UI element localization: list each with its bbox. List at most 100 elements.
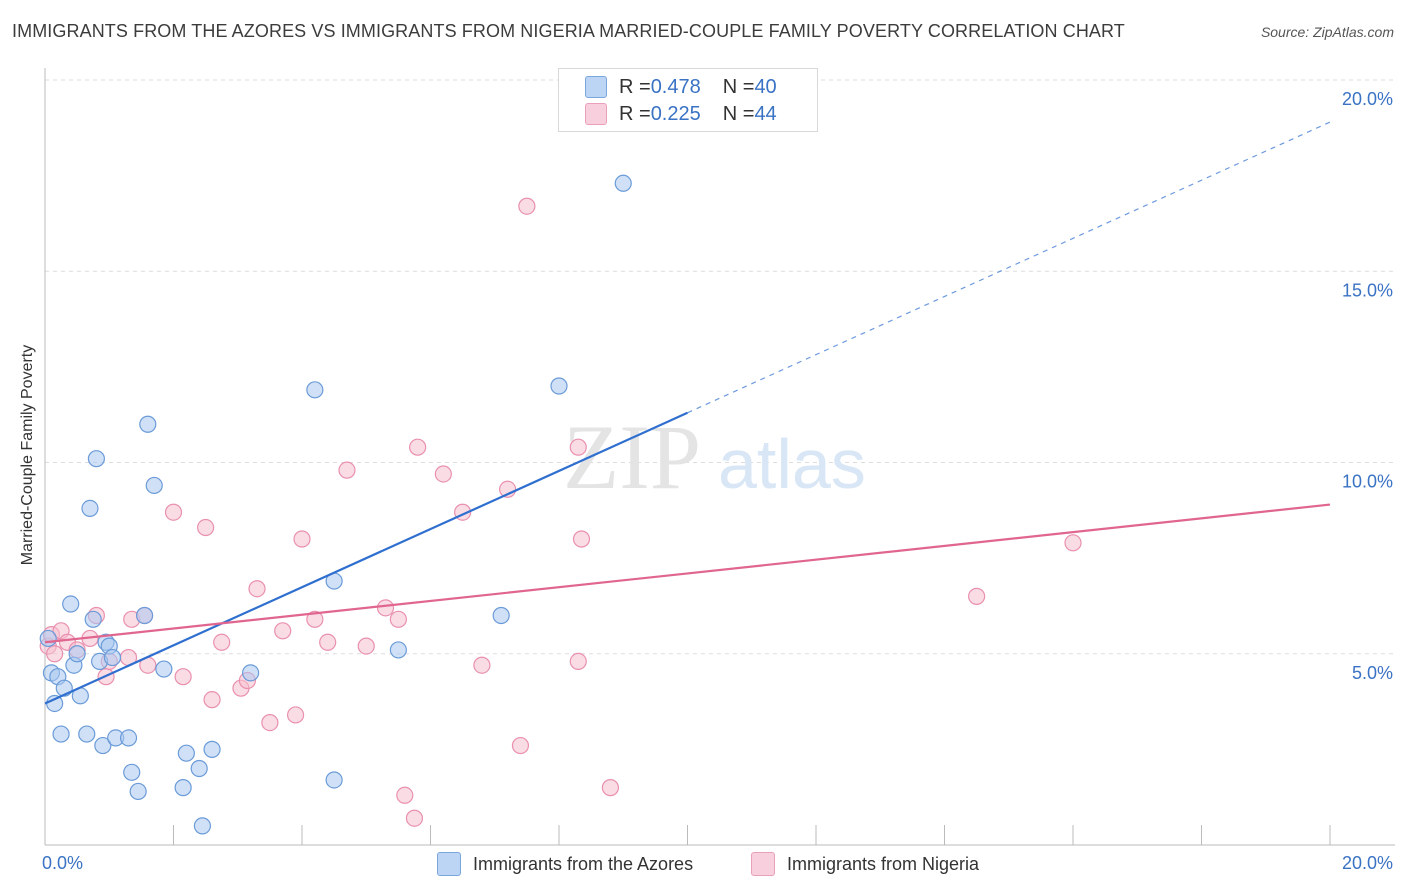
azores-point bbox=[62, 595, 80, 613]
azores-point bbox=[174, 779, 192, 797]
y-tick-label: 20.0% bbox=[1342, 89, 1393, 109]
nigeria-point bbox=[572, 530, 591, 548]
correlation-legend: R = 0.478 N = 40 R = 0.225 N = 44 bbox=[558, 68, 818, 132]
nigeria-point bbox=[203, 691, 221, 709]
data-points bbox=[39, 174, 1082, 835]
nigeria-point bbox=[357, 637, 375, 655]
azores-point bbox=[39, 629, 57, 648]
azores-point bbox=[492, 606, 510, 625]
x-tick-label-max: 20.0% bbox=[1342, 853, 1393, 873]
nigeria-point bbox=[274, 622, 292, 640]
legend-row-azores: R = 0.478 N = 40 bbox=[585, 74, 777, 100]
bottom-legend-nigeria-label: Immigrants from Nigeria bbox=[787, 853, 980, 874]
azores-point bbox=[52, 725, 70, 743]
legend-azores-r-value: 0.478 bbox=[650, 75, 701, 98]
azores-point bbox=[129, 782, 147, 801]
nigeria-swatch bbox=[585, 103, 607, 125]
nigeria-point bbox=[389, 610, 407, 628]
bottom-legend-azores: Immigrants from the Azores bbox=[437, 852, 693, 876]
azores-point bbox=[614, 174, 632, 192]
azores-point bbox=[68, 645, 86, 663]
axes bbox=[44, 68, 1395, 846]
legend-nigeria-n-value: 44 bbox=[754, 102, 777, 125]
legend-nigeria-r-label: R = bbox=[619, 102, 651, 125]
nigeria-point bbox=[213, 633, 231, 651]
bottom-legend-azores-label: Immigrants from the Azores bbox=[473, 853, 694, 874]
azores-point bbox=[177, 744, 195, 762]
nigeria-point bbox=[511, 736, 530, 755]
bottom-legend-nigeria: Immigrants from Nigeria bbox=[751, 852, 979, 876]
nigeria-point bbox=[409, 438, 427, 456]
azores-trend-line bbox=[44, 411, 688, 705]
azores-point bbox=[190, 759, 208, 778]
nigeria-point bbox=[293, 530, 311, 548]
nigeria-point bbox=[46, 645, 64, 663]
nigeria-point bbox=[569, 652, 587, 671]
y-tick-label: 15.0% bbox=[1342, 280, 1393, 300]
azores-point bbox=[389, 641, 407, 659]
azores-point bbox=[139, 415, 157, 433]
watermark-zip: ZIP bbox=[563, 406, 701, 508]
azores-trend-extension bbox=[687, 121, 1331, 414]
watermark-atlas: atlas bbox=[718, 425, 866, 503]
nigeria-point bbox=[164, 503, 183, 521]
nigeria-point bbox=[197, 518, 215, 537]
nigeria-point bbox=[518, 197, 536, 215]
azores-point bbox=[87, 450, 106, 468]
nigeria-point bbox=[569, 438, 587, 456]
y-tick-label: 10.0% bbox=[1342, 472, 1393, 492]
bottom-nigeria-swatch bbox=[751, 852, 775, 876]
nigeria-point bbox=[405, 809, 424, 827]
azores-point bbox=[203, 740, 221, 758]
nigeria-point bbox=[1064, 534, 1082, 552]
nigeria-trend-line bbox=[44, 503, 1331, 644]
azores-point bbox=[193, 817, 212, 835]
nigeria-point bbox=[968, 587, 986, 605]
legend-azores-n-label: N = bbox=[722, 75, 755, 98]
y-tick-label: 5.0% bbox=[1352, 663, 1393, 683]
watermark: ZIP atlas bbox=[563, 406, 866, 508]
azores-point bbox=[94, 736, 112, 755]
nigeria-point bbox=[174, 668, 192, 686]
legend-row-nigeria: R = 0.225 N = 44 bbox=[585, 101, 777, 127]
azores-swatch bbox=[585, 76, 607, 98]
tick-labels: 5.0% 10.0% 15.0% 20.0% 0.0% 20.0% bbox=[42, 89, 1393, 873]
azores-point bbox=[103, 648, 122, 667]
nigeria-point bbox=[601, 779, 620, 797]
x-tick-label-min: 0.0% bbox=[42, 853, 83, 873]
azores-point bbox=[135, 606, 154, 625]
legend-azores-r-label: R = bbox=[619, 75, 651, 98]
azores-point bbox=[84, 610, 102, 628]
nigeria-point bbox=[473, 656, 491, 674]
nigeria-point bbox=[376, 599, 395, 617]
azores-point bbox=[123, 763, 141, 781]
nigeria-point bbox=[286, 706, 305, 724]
azores-point bbox=[155, 660, 173, 678]
nigeria-point bbox=[261, 713, 279, 732]
nigeria-point bbox=[338, 461, 356, 479]
azores-point bbox=[242, 664, 260, 682]
bottom-azores-swatch bbox=[437, 852, 461, 876]
nigeria-point bbox=[319, 633, 337, 651]
legend-nigeria-n-label: N = bbox=[722, 102, 755, 125]
y-axis-label: Married-Couple Family Poverty bbox=[19, 344, 36, 566]
nigeria-point bbox=[306, 610, 324, 628]
legend-nigeria-r-value: 0.225 bbox=[650, 102, 701, 125]
azores-point bbox=[325, 771, 343, 789]
azores-point bbox=[81, 499, 99, 517]
azores-point bbox=[46, 694, 64, 713]
azores-point bbox=[119, 729, 138, 747]
azores-point bbox=[550, 377, 568, 395]
nigeria-point bbox=[248, 580, 266, 598]
nigeria-point bbox=[396, 786, 414, 804]
legend-azores-n-value: 40 bbox=[754, 75, 777, 98]
grid-lines bbox=[45, 79, 1395, 655]
trend-lines bbox=[44, 121, 1331, 705]
source-label: Source: ZipAtlas.com bbox=[1260, 24, 1394, 40]
nigeria-point bbox=[434, 465, 452, 483]
chart-title: IMMIGRANTS FROM THE AZORES VS IMMIGRANTS… bbox=[12, 21, 1125, 41]
azores-point bbox=[145, 476, 163, 495]
azores-point bbox=[78, 725, 96, 743]
azores-point bbox=[306, 381, 324, 399]
